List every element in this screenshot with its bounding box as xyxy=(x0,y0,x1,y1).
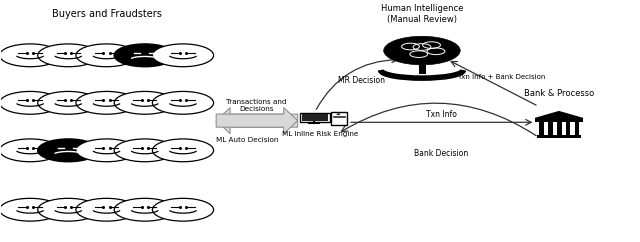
Circle shape xyxy=(38,91,99,114)
Polygon shape xyxy=(534,111,584,118)
FancyBboxPatch shape xyxy=(300,113,330,122)
FancyBboxPatch shape xyxy=(575,121,579,135)
FancyBboxPatch shape xyxy=(537,135,581,138)
Circle shape xyxy=(76,44,137,67)
Circle shape xyxy=(152,198,214,221)
Circle shape xyxy=(0,44,61,67)
Circle shape xyxy=(76,198,137,221)
Circle shape xyxy=(152,91,214,114)
Circle shape xyxy=(38,44,99,67)
Text: ML Inline Risk Engine: ML Inline Risk Engine xyxy=(282,131,358,137)
Text: Txn Info + Bank Decision: Txn Info + Bank Decision xyxy=(458,74,546,80)
Circle shape xyxy=(152,44,214,67)
Circle shape xyxy=(114,44,175,67)
Circle shape xyxy=(38,198,99,221)
Circle shape xyxy=(0,139,61,162)
Circle shape xyxy=(384,36,460,65)
Text: Transactions and
Decisions: Transactions and Decisions xyxy=(226,99,287,112)
Text: Txn Info: Txn Info xyxy=(426,110,456,119)
Circle shape xyxy=(337,113,340,115)
Text: Buyers and Fraudsters: Buyers and Fraudsters xyxy=(52,9,161,19)
Circle shape xyxy=(0,198,61,221)
Text: MR Decision: MR Decision xyxy=(338,76,385,85)
FancyBboxPatch shape xyxy=(566,121,570,135)
FancyBboxPatch shape xyxy=(540,121,543,135)
Circle shape xyxy=(38,139,99,162)
Circle shape xyxy=(76,139,137,162)
FancyArrow shape xyxy=(216,108,298,134)
Text: Bank Decision: Bank Decision xyxy=(414,149,468,158)
FancyBboxPatch shape xyxy=(548,121,552,135)
Circle shape xyxy=(76,91,137,114)
Text: ML Auto Decision: ML Auto Decision xyxy=(216,137,278,143)
FancyBboxPatch shape xyxy=(557,121,561,135)
Circle shape xyxy=(114,91,175,114)
Circle shape xyxy=(114,139,175,162)
Text: Human Intelligence
(Manual Review): Human Intelligence (Manual Review) xyxy=(381,4,463,24)
FancyBboxPatch shape xyxy=(302,114,328,121)
Circle shape xyxy=(114,198,175,221)
FancyArrow shape xyxy=(216,108,298,134)
FancyBboxPatch shape xyxy=(332,112,347,125)
Text: Bank & Processo: Bank & Processo xyxy=(524,89,594,98)
FancyBboxPatch shape xyxy=(536,118,582,121)
Circle shape xyxy=(0,91,61,114)
Circle shape xyxy=(152,139,214,162)
